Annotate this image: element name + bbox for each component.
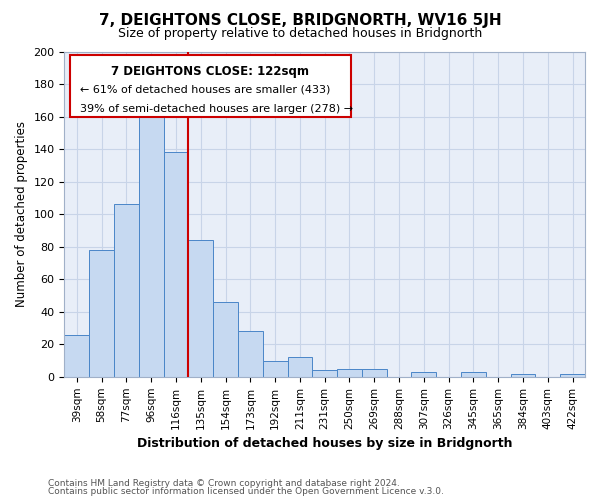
Y-axis label: Number of detached properties: Number of detached properties xyxy=(15,121,28,307)
Bar xyxy=(337,368,362,377)
Bar xyxy=(164,152,188,377)
Bar xyxy=(461,372,486,377)
Text: ← 61% of detached houses are smaller (433): ← 61% of detached houses are smaller (43… xyxy=(80,84,331,94)
Bar xyxy=(64,334,89,377)
Bar xyxy=(238,332,263,377)
Bar xyxy=(188,240,213,377)
Text: Contains public sector information licensed under the Open Government Licence v.: Contains public sector information licen… xyxy=(48,487,444,496)
Text: Size of property relative to detached houses in Bridgnorth: Size of property relative to detached ho… xyxy=(118,28,482,40)
Bar xyxy=(313,370,337,377)
Bar xyxy=(511,374,535,377)
Text: Contains HM Land Registry data © Crown copyright and database right 2024.: Contains HM Land Registry data © Crown c… xyxy=(48,478,400,488)
X-axis label: Distribution of detached houses by size in Bridgnorth: Distribution of detached houses by size … xyxy=(137,437,512,450)
Bar xyxy=(213,302,238,377)
Bar xyxy=(362,368,386,377)
Bar xyxy=(412,372,436,377)
Bar xyxy=(560,374,585,377)
Text: 39% of semi-detached houses are larger (278) →: 39% of semi-detached houses are larger (… xyxy=(80,104,353,114)
Bar xyxy=(89,250,114,377)
FancyBboxPatch shape xyxy=(70,55,351,116)
Bar xyxy=(139,105,164,377)
Bar xyxy=(263,360,287,377)
Text: 7, DEIGHTONS CLOSE, BRIDGNORTH, WV16 5JH: 7, DEIGHTONS CLOSE, BRIDGNORTH, WV16 5JH xyxy=(98,12,502,28)
Bar xyxy=(287,358,313,377)
Text: 7 DEIGHTONS CLOSE: 122sqm: 7 DEIGHTONS CLOSE: 122sqm xyxy=(111,64,309,78)
Bar xyxy=(114,204,139,377)
